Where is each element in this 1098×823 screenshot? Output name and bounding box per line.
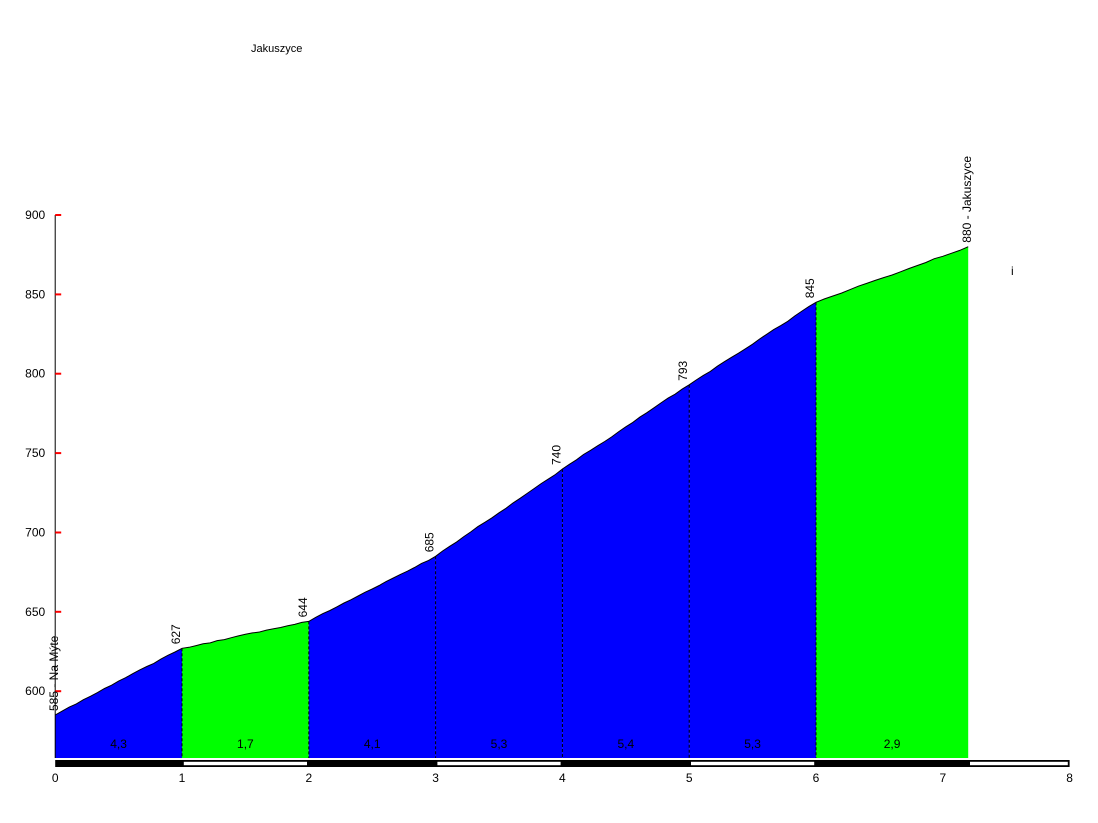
svg-text:4,3: 4,3 (110, 737, 127, 751)
svg-text:4,1: 4,1 (364, 737, 381, 751)
svg-text:2: 2 (305, 771, 312, 785)
svg-text:700: 700 (25, 526, 45, 540)
svg-text:5: 5 (686, 771, 693, 785)
svg-text:5,3: 5,3 (744, 737, 761, 751)
svg-text:880 - Jakuszyce: 880 - Jakuszyce (960, 156, 974, 243)
svg-text:585 - Na Mýte: 585 - Na Mýte (47, 635, 61, 711)
svg-text:3: 3 (432, 771, 439, 785)
svg-text:750: 750 (25, 446, 45, 460)
svg-text:0: 0 (52, 771, 59, 785)
svg-text:6: 6 (813, 771, 820, 785)
svg-text:5,4: 5,4 (617, 737, 634, 751)
svg-text:2,9: 2,9 (884, 737, 901, 751)
svg-text:i: i (1011, 264, 1014, 278)
svg-text:740: 740 (549, 445, 563, 465)
svg-text:600: 600 (25, 684, 45, 698)
svg-text:4: 4 (559, 771, 566, 785)
svg-text:850: 850 (25, 287, 45, 301)
svg-text:627: 627 (169, 624, 183, 644)
svg-text:1,7: 1,7 (237, 737, 254, 751)
svg-text:1: 1 (179, 771, 186, 785)
svg-text:644: 644 (296, 597, 310, 617)
svg-text:845: 845 (803, 278, 817, 298)
svg-text:650: 650 (25, 605, 45, 619)
svg-text:685: 685 (423, 532, 437, 552)
svg-text:900: 900 (25, 208, 45, 222)
svg-text:800: 800 (25, 367, 45, 381)
svg-text:Jakuszyce: Jakuszyce (251, 43, 302, 55)
svg-text:793: 793 (676, 360, 690, 380)
svg-text:7: 7 (939, 771, 946, 785)
svg-text:5,3: 5,3 (491, 737, 508, 751)
svg-text:8: 8 (1066, 771, 1073, 785)
